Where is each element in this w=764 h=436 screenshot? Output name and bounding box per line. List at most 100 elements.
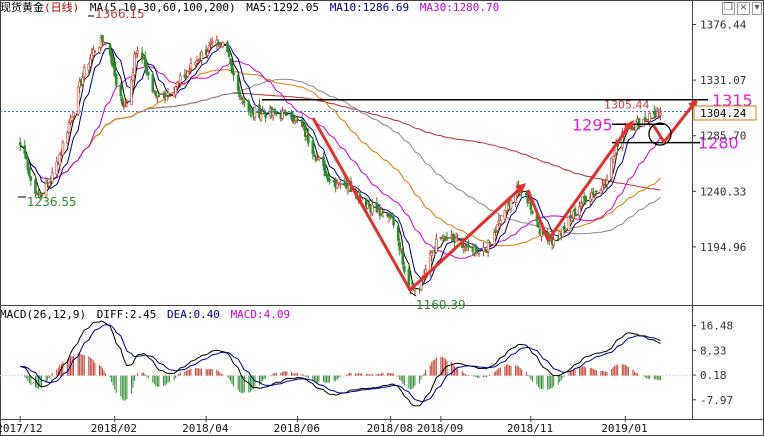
ma5-value: MA5:1292.05	[246, 1, 320, 14]
candle-body	[396, 226, 400, 241]
date-tick-label: 2017/12	[0, 422, 43, 435]
candle-body	[605, 179, 609, 185]
candle-body	[58, 154, 62, 165]
main-legend: 现货黄金(日线) MA(5,10,30,60,100,200) MA5:1292…	[0, 1, 503, 14]
candle-body	[531, 210, 534, 214]
candle-body	[488, 242, 491, 244]
last-price-box	[693, 105, 757, 121]
candle-body	[232, 72, 235, 76]
dea-line	[20, 324, 661, 403]
candle-body	[23, 145, 27, 154]
candle-body	[221, 42, 225, 48]
candle-body	[136, 50, 139, 54]
candle-body	[313, 155, 316, 157]
candle-body	[476, 251, 479, 254]
candle-body	[262, 112, 266, 115]
candle-body	[345, 183, 348, 189]
candle-body	[306, 133, 310, 144]
candle-body	[328, 179, 331, 181]
candle-body	[294, 117, 298, 121]
instrument-name: 现货黄金	[0, 1, 44, 14]
candle-body	[55, 161, 59, 175]
candle-body	[113, 64, 116, 77]
candle-body	[143, 56, 147, 67]
candle-body	[119, 84, 123, 97]
candle-body	[47, 182, 51, 187]
candle-body	[593, 191, 597, 195]
candle-body	[567, 216, 571, 231]
menu-icon[interactable]: ▾	[752, 2, 762, 15]
candle-body	[492, 232, 496, 246]
candle-body	[242, 101, 246, 104]
candle-body	[130, 79, 133, 105]
candle-body	[209, 43, 213, 45]
candle-body	[526, 196, 530, 204]
candle-body	[620, 132, 624, 148]
restore-icon[interactable]: ❐	[722, 2, 735, 15]
candle-body	[495, 224, 499, 231]
candle-body	[335, 182, 339, 189]
candle-body	[529, 201, 533, 210]
candle-body	[637, 118, 641, 128]
dea-value: DEA:0.40	[166, 308, 220, 321]
macd-tick-label: 16.48	[700, 320, 733, 333]
candle-body	[229, 58, 232, 63]
candle-body	[381, 210, 385, 213]
candle-body	[563, 225, 566, 231]
candle-body	[261, 111, 264, 114]
candle-body	[90, 53, 94, 60]
date-tick-label: 2018/08	[367, 422, 413, 435]
candle-body	[174, 86, 177, 96]
candle-body	[35, 193, 39, 196]
low-label-dec: 1236.55	[27, 195, 77, 209]
candle-body	[101, 35, 104, 43]
ma30-line	[19, 60, 661, 259]
candle-body	[439, 236, 443, 239]
candle-body	[524, 193, 528, 196]
candle-body	[389, 213, 392, 218]
diff-value: DIFF:2.45	[96, 308, 157, 321]
candle-body	[210, 41, 214, 43]
candle-body	[26, 160, 30, 171]
candle-body	[72, 112, 75, 117]
low-label-aug: 1160.39	[416, 298, 466, 312]
candle-body	[467, 244, 470, 247]
candle-body	[163, 92, 167, 99]
macd-tick-label: -7.97	[700, 394, 733, 407]
candle-body	[273, 108, 277, 114]
candle-body	[561, 227, 565, 238]
candle-body	[241, 99, 245, 102]
candle-body	[121, 97, 124, 105]
candle-body	[338, 182, 342, 185]
candle-body	[111, 60, 115, 67]
ma10-value: MA10:1286.69	[329, 1, 410, 14]
candle-body	[486, 240, 490, 252]
ma-params: MA(5,10,30,60,100,200)	[89, 1, 236, 14]
candle-body	[98, 47, 101, 53]
candle-body	[50, 172, 54, 182]
candle-body	[386, 213, 389, 217]
price-tick-label: 1331.07	[700, 74, 746, 87]
candle-body	[93, 51, 97, 53]
candle-body	[323, 164, 327, 177]
arrow-second-leg	[526, 121, 634, 242]
ma30-value: MA30:1280.70	[419, 1, 500, 14]
candle-body	[494, 230, 498, 233]
candle-body	[87, 63, 91, 71]
candle-body	[238, 91, 241, 98]
macd-tick-label: 0.18	[700, 369, 727, 382]
candle-body	[61, 142, 65, 156]
candle-body	[104, 42, 107, 45]
close-icon[interactable]: ×	[737, 2, 750, 15]
candle-body	[133, 53, 136, 76]
candle-body	[168, 95, 171, 97]
level-1280-label: 1280	[698, 134, 739, 153]
candle-body	[81, 77, 84, 85]
period-label: (日线)	[44, 1, 80, 14]
candle-body	[296, 118, 299, 121]
candle-body	[322, 156, 325, 167]
candle-body	[18, 142, 22, 146]
candle-body	[390, 216, 394, 219]
candle-body	[445, 237, 449, 240]
candle-body	[578, 206, 581, 216]
